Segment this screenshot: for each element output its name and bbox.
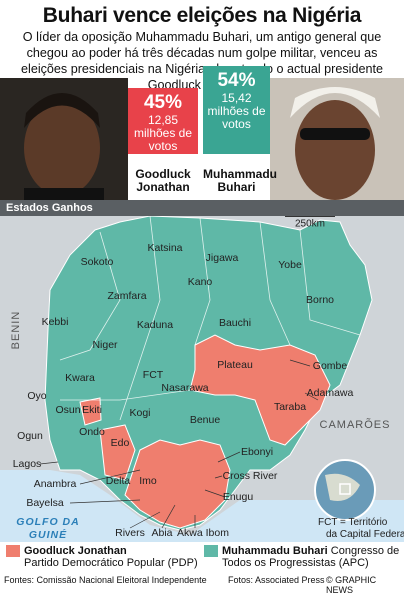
state-label: Akwa Ibom (177, 527, 229, 539)
jonathan-box: 45% 12,85 milhões de votos (128, 88, 198, 154)
scale-label: 250km (295, 219, 325, 230)
legend-swatch (6, 545, 20, 557)
state-label: Abia (151, 527, 172, 539)
country-label: BENIN (10, 311, 22, 350)
country-label: CHADE (358, 216, 402, 219)
state-label: Taraba (274, 401, 306, 413)
state-label: Katsina (147, 242, 182, 254)
photos (0, 78, 404, 200)
state-label: Delta (106, 475, 131, 487)
state-label: Bauchi (219, 317, 251, 329)
state-label: Rivers (115, 527, 145, 539)
legend-entry: Muhammadu Buhari Congresso de Todos os P… (222, 545, 402, 569)
state-label: Zamfara (107, 290, 146, 302)
state-label: Oyo (27, 390, 46, 402)
share: 54% (217, 70, 256, 91)
title: Buhari vence eleições na Nigéria (42, 4, 362, 27)
state-label: Edo (111, 437, 130, 449)
legend-party: Congresso de Todos os Progressistas (APC… (222, 545, 400, 569)
state-label: Bayelsa (26, 497, 64, 509)
legend-entry: Goodluck Jonathan Partido Democrático Po… (24, 545, 202, 569)
photo-credit: Fotos: Associated Press (228, 575, 325, 585)
votes: 15,42 (221, 91, 252, 105)
legend-party: Partido Democrático Popular (PDP) (24, 557, 198, 569)
legend-swatch (204, 545, 218, 557)
state-label: Imo (139, 475, 157, 487)
map-heading: Estados Ganhos (0, 200, 404, 216)
state-label: Nasarawa (161, 382, 208, 394)
note: FCT = Território da Capital Federal (318, 517, 404, 540)
state-label: Kaduna (137, 319, 173, 331)
state-label: Anambra (34, 478, 77, 490)
state-label: Gombe (313, 360, 348, 372)
credit: © GRAPHIC NEWS (326, 575, 377, 595)
state-label: Ebonyi (241, 446, 273, 458)
state-label: Yobe (278, 259, 302, 271)
share: 45% (143, 92, 183, 113)
state-label: Lagos (13, 458, 42, 470)
country-label: CAMARÕES (320, 418, 391, 431)
state-label: Adamawa (307, 387, 354, 399)
state-label: Kwara (65, 372, 95, 384)
state-label: Sokoto (81, 256, 114, 268)
state-label: Benue (190, 414, 221, 426)
state-label: Kogi (129, 407, 150, 419)
sea-label: GOLFO DA GUINÉ (16, 516, 79, 541)
votes-unit: milhões de votos (207, 104, 266, 131)
state-label: Enugu (223, 491, 254, 503)
state-label: Borno (306, 294, 334, 306)
votes-unit: milhões de votos (133, 126, 193, 153)
state-label: Kebbi (42, 316, 69, 328)
state-label: Plateau (217, 359, 253, 371)
buhari-box: 54% 15,42 milhões de votos (203, 66, 270, 154)
legend-name: Goodluck Jonathan (24, 545, 127, 557)
candidate-name: Muhammadu Buhari (203, 167, 278, 194)
state-label: Jigawa (206, 252, 239, 264)
state-label: Ondo (79, 426, 105, 438)
state-label: Kano (188, 276, 213, 288)
state-label: Cross River (223, 470, 278, 482)
subtitle: O líder da oposição Muhammadu Buhari, um… (21, 30, 383, 92)
state-label: Osun (55, 404, 80, 416)
state-label: Niger (92, 339, 118, 351)
country-label: NÍGER (210, 216, 250, 219)
state-label: Ekiti (82, 404, 102, 416)
state-label: FCT (143, 369, 164, 381)
candidate-name: Goodluck Jonathan (135, 167, 191, 194)
sources: Fontes: Comissão Nacional Eleitoral Inde… (4, 575, 207, 585)
map: Katsina Sokoto Jigawa Zamfara Kano Yobe Borno K… (0, 216, 404, 542)
votes: 12,85 (147, 113, 179, 127)
legend-name: Muhammadu Buhari (222, 545, 328, 557)
state-label: Ogun (17, 430, 43, 442)
